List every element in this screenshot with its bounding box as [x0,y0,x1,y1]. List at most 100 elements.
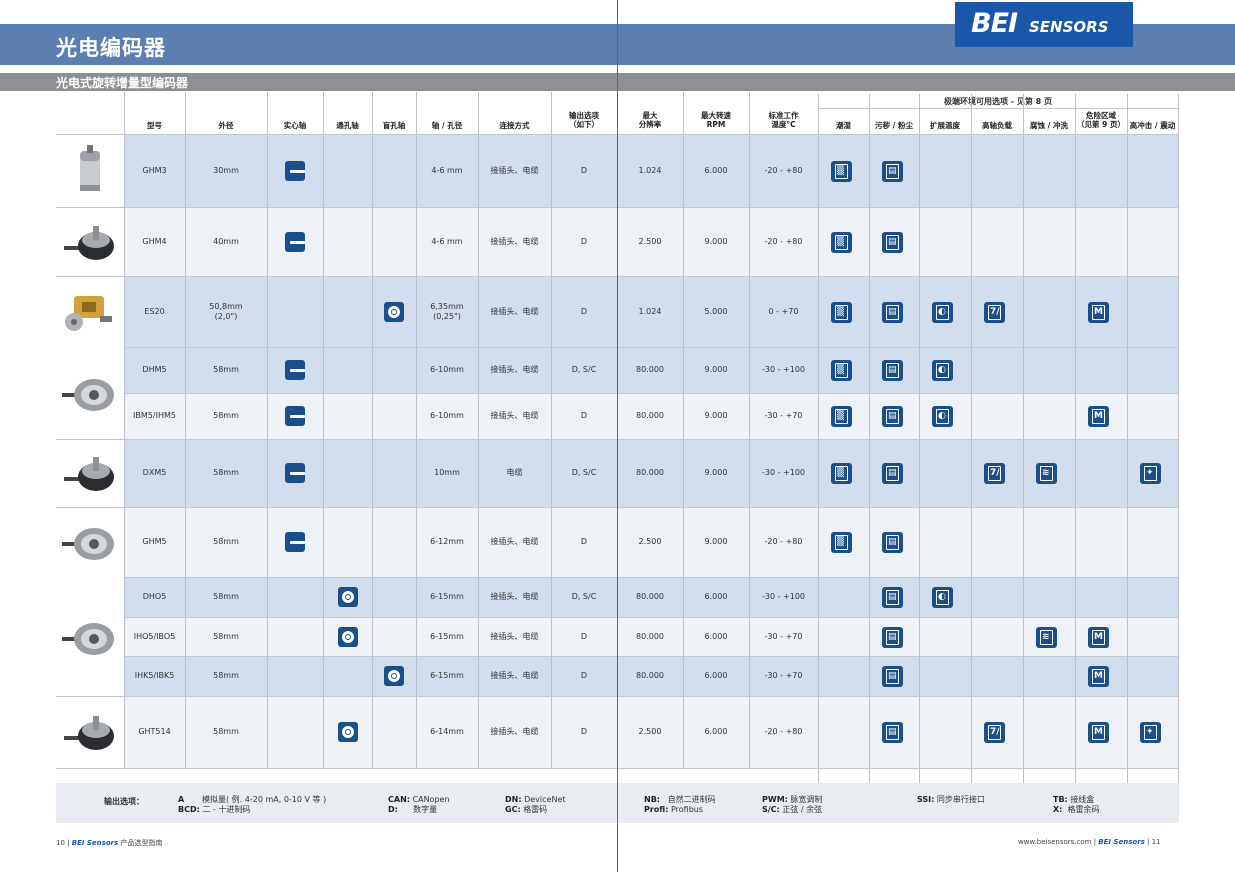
column-header: 型号 [147,121,162,130]
column-header: 盲孔轴 [382,121,406,130]
through-hole-icon [337,722,358,742]
blind-hole-icon [384,301,404,322]
column-divider [416,92,417,768]
high-shaft-load-icon: 7/ [984,722,1005,743]
footer-left: 10 | BEI Sensors 产品选型指南 [56,839,163,847]
diameter-cell: 30mm [213,165,239,175]
encoder-product-image [60,216,120,268]
rpm-cell: 5.000 [704,306,728,316]
dust-icon: ▤ [882,722,903,743]
bore-cell: 4-6 mm [431,236,463,246]
hazardous-area-icon: M [1088,666,1109,687]
diameter-cell: 58mm [213,727,239,736]
model-cell: DHO5 [142,592,167,601]
resolution-cell: 80.000 [636,468,664,477]
dust-icon: ▤ [882,587,903,608]
encoder-product-image [60,706,120,758]
output-cell: D [580,727,588,736]
temp-cell: -30 - +70 [764,671,803,680]
encoder-product-image [60,516,120,568]
column-divider [478,92,479,768]
rpm-cell: 9.000 [704,365,728,374]
resolution-cell: 1.024 [638,165,662,175]
resolution-cell: 80.000 [636,671,664,680]
resolution-cell: 80.000 [636,411,664,420]
hazardous-area-icon: M [1088,722,1109,743]
column-header: 输出选项 （如下） [569,111,599,129]
rpm-cell: 6.000 [704,592,728,601]
column-header: 高轴负载 [982,121,1012,130]
diameter-cell: 58mm [213,468,239,477]
footer-right: www.beisensors.com | BEI Sensors | 11 [1018,838,1161,846]
legend-dn: DN: DeviceNet GC: 格雷码 [505,795,566,814]
temp-cell: -30 - +100 [761,468,805,477]
rpm-cell: 9.000 [704,236,728,246]
dust-icon: ▤ [882,666,903,687]
humidity-icon: ▒ [831,301,852,323]
temp-cell: -20 - +80 [764,727,803,736]
rpm-cell: 6.000 [704,165,728,175]
bei-sensors-logo: BEI SENSORS [955,2,1133,47]
column-header: 潮湿 [836,121,851,130]
column-header: 通孔轴 [336,121,359,130]
column-divider [185,92,186,768]
shock-vibration-icon: ✦ [1140,722,1161,743]
output-cell: D, S/C [571,468,597,477]
env-group-header: 极端环境可用选项 - 见第 8 页 [943,97,1053,106]
env-group-underline [818,108,1178,109]
connection-cell: 接插头、电缆 [490,165,539,175]
high-shaft-load-icon: 7/ [984,301,1005,323]
output-cell: D [580,537,588,546]
column-header: 最大 分辨率 [638,111,662,129]
output-cell: D [580,631,588,641]
dust-icon: ▤ [882,532,903,553]
humidity-icon: ▒ [831,532,852,553]
column-header: 标准工作 温度°C [768,111,799,129]
extended-temp-icon: ◐ [932,587,953,608]
model-cell: GHT514 [138,727,171,736]
column-divider [683,92,684,768]
temp-cell: -20 - +80 [764,165,803,175]
column-header: 最大转速 RPM [701,111,731,129]
connection-cell: 接插头、电缆 [490,365,539,374]
high-shaft-load-icon: 7/ [984,463,1005,484]
extended-temp-icon: ◐ [932,360,953,381]
encoder-product-image [60,286,120,338]
shock-vibration-icon: ✦ [1140,463,1161,484]
encoder-product-image [60,144,120,197]
page-fold [617,0,618,872]
row-divider [124,347,1178,348]
row-background [124,617,1178,656]
temp-cell: -30 - +100 [761,365,805,374]
diameter-cell: 40mm [213,236,239,246]
through-hole-icon [337,626,358,647]
encoder-product-image [60,611,120,663]
connection-cell: 接插头、电缆 [490,671,539,680]
humidity-icon: ▒ [831,360,852,381]
column-header: 连接方式 [499,121,530,130]
row-divider [124,577,1178,578]
humidity-icon: ▒ [831,406,852,427]
model-cell: IBM5/IHM5 [133,411,176,420]
column-header: 高冲击 / 震动 [1129,121,1176,130]
page-title: 光电编码器 [56,36,166,60]
connection-cell: 接插头、电缆 [490,537,539,546]
bore-cell: 6-15mm [430,631,464,641]
dust-icon: ▤ [882,406,903,427]
legend-a: A 模拟量( 例. 4-20 mA, 0-10 V 等 ) BCD: 二 - 十进… [178,795,327,814]
temp-cell: -30 - +70 [764,411,803,420]
dust-icon: ▤ [882,626,903,648]
temp-cell: -30 - +100 [761,592,805,601]
rpm-cell: 6.000 [704,671,728,680]
diameter-cell: 58mm [213,411,239,420]
legend-tb: TB: 接线盒 X: 格雷余码 [1053,795,1100,814]
row-divider [124,617,1178,618]
column-header: 腐蚀 / 冲洗 [1030,121,1068,130]
legend-can: CAN: CANopen D: 数字量 [388,795,450,814]
resolution-cell: 2.500 [638,236,662,246]
diameter-cell: 50,8mm (2,0") [209,301,243,321]
column-divider [124,92,125,768]
row-background [124,656,1178,696]
column-divider [267,92,268,768]
extended-temp-icon: ◐ [932,406,953,427]
